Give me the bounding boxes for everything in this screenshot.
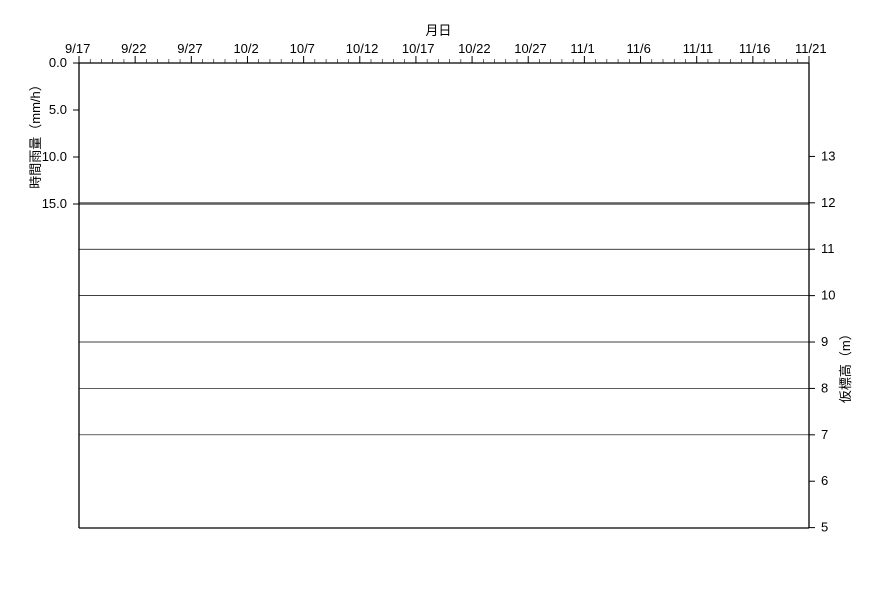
svg-text:11/11: 11/11 [683, 41, 714, 56]
svg-text:12: 12 [821, 195, 835, 210]
svg-text:13: 13 [821, 148, 835, 163]
svg-text:9/17: 9/17 [65, 41, 90, 56]
svg-text:5: 5 [821, 520, 828, 535]
svg-text:月日: 月日 [425, 23, 451, 38]
svg-text:11/16: 11/16 [739, 41, 771, 56]
svg-text:10.0: 10.0 [42, 149, 67, 164]
svg-text:10/22: 10/22 [458, 41, 491, 56]
svg-text:0.0: 0.0 [49, 55, 67, 70]
svg-text:10/7: 10/7 [290, 41, 315, 56]
svg-text:10/27: 10/27 [514, 41, 547, 56]
svg-text:仮標高（m）: 仮標高（m） [838, 327, 853, 403]
svg-text:11/21: 11/21 [795, 41, 827, 56]
svg-text:7: 7 [821, 427, 828, 442]
svg-text:10/2: 10/2 [233, 41, 258, 56]
svg-text:11: 11 [821, 241, 835, 256]
svg-text:5.0: 5.0 [49, 102, 67, 117]
svg-text:8: 8 [821, 380, 828, 395]
svg-text:9/22: 9/22 [121, 41, 146, 56]
svg-text:11/1: 11/1 [570, 41, 594, 56]
svg-text:10: 10 [821, 288, 835, 303]
svg-text:9: 9 [821, 334, 828, 349]
svg-text:15.0: 15.0 [42, 196, 67, 211]
svg-text:9/27: 9/27 [177, 41, 202, 56]
svg-text:6: 6 [821, 473, 828, 488]
svg-text:10/12: 10/12 [346, 41, 379, 56]
svg-text:時間雨量（mm/h）: 時間雨量（mm/h） [28, 78, 43, 189]
svg-text:11/6: 11/6 [627, 41, 651, 56]
svg-text:10/17: 10/17 [402, 41, 435, 56]
